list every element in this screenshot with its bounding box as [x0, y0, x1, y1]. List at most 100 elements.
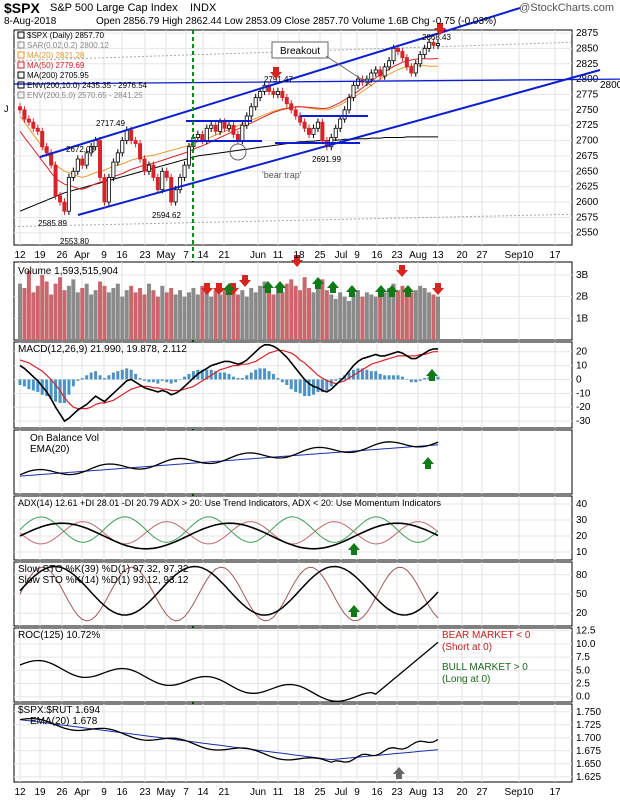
- macd-histogram-bar: [320, 379, 324, 392]
- macd-histogram-bar: [76, 379, 80, 381]
- bottom-x-tick-label: 12: [14, 787, 26, 798]
- bear-trap-label: 'bear trap': [262, 170, 302, 180]
- macd-green-arrow: [426, 369, 438, 381]
- price-y-tick: 2575: [576, 212, 599, 223]
- macd-histogram-bar: [205, 369, 209, 380]
- macd-histogram-bar: [396, 375, 400, 380]
- candle-body: [347, 97, 352, 111]
- macd-line: [19, 343, 438, 423]
- macd-histogram-bar: [271, 373, 275, 380]
- volume-bar: [240, 290, 245, 340]
- candle-body: [120, 140, 125, 154]
- volume-bar: [298, 290, 303, 340]
- macd-histogram-bar: [374, 371, 378, 380]
- price-y-tick: 2750: [576, 105, 599, 116]
- macd-histogram-bar: [214, 371, 218, 380]
- volume-bar: [40, 275, 45, 340]
- bottom-x-tick-label: 16: [371, 787, 383, 798]
- volume-bar: [320, 279, 325, 340]
- volume-bar: [395, 290, 400, 340]
- macd-histogram-bar: [183, 376, 187, 380]
- candle-body: [22, 109, 27, 120]
- volume-bar: [53, 283, 58, 340]
- price-x-tick-label: 12: [14, 250, 26, 261]
- macd-histogram-bar: [378, 373, 382, 380]
- ratio-line: [19, 717, 439, 763]
- price-x-tick-label: 16: [371, 250, 383, 261]
- macd-histogram-bar: [360, 368, 364, 380]
- macd-histogram-bar: [134, 373, 138, 380]
- macd-histogram-bar: [45, 379, 49, 397]
- price-y-tick: 2675: [576, 151, 599, 162]
- candle-body: [307, 127, 312, 135]
- obv-line: [19, 441, 439, 476]
- ratio-gray-arrow: [393, 767, 405, 779]
- roc-title: ROC(125) 10.72%: [18, 630, 100, 641]
- date: 8-Aug-2018: [4, 16, 57, 27]
- macd-histogram-bar: [414, 379, 418, 383]
- volume-bar: [49, 294, 54, 340]
- macd-histogram-bar: [22, 379, 26, 387]
- volume-bar: [218, 294, 223, 340]
- macd-histogram-bar: [120, 369, 124, 380]
- price-x-tick-label: Apr: [74, 250, 90, 261]
- price-x-tick-label: 7: [183, 250, 189, 261]
- volume-bar: [275, 288, 280, 340]
- price-x-tick-label: 11: [273, 250, 284, 261]
- volume-bar: [102, 285, 107, 340]
- price-label-2585: 2585.89: [38, 219, 67, 228]
- volume-bar: [355, 290, 360, 340]
- volume-bar: [31, 292, 36, 340]
- macd-histogram-bar: [85, 375, 89, 380]
- candle-body: [355, 78, 360, 86]
- macd-histogram-bar: [116, 371, 120, 380]
- price-x-tick-label: 16: [116, 250, 128, 261]
- volume-bar: [182, 296, 187, 340]
- bear-trap-circle: [229, 143, 247, 161]
- ratio-legend-ema: EMA(20) 1.678: [30, 716, 98, 727]
- candle-body: [320, 121, 325, 141]
- volume-bar: [369, 294, 374, 340]
- stoch-y-tick: 20: [576, 608, 588, 619]
- macd-y-tick: -20: [576, 402, 591, 413]
- volume-bar: [329, 294, 334, 340]
- macd-histogram-bar: [423, 378, 427, 380]
- price-x-tick-label: 19: [34, 250, 46, 261]
- macd-histogram-bar: [80, 378, 84, 380]
- candle-body: [35, 127, 40, 132]
- volume-bar: [427, 292, 432, 340]
- legend-swatch: [17, 81, 25, 89]
- roc-line: [19, 641, 439, 702]
- minus-di-line: [19, 521, 439, 545]
- roc-y-tick: 0.0: [576, 692, 590, 703]
- volume-bar: [142, 294, 147, 340]
- adx-y-tick: 20: [576, 531, 588, 542]
- price-x-tick-label: 13: [432, 250, 444, 261]
- price-label-2553: 2553.80: [60, 237, 89, 246]
- volume-bar: [98, 281, 103, 340]
- env-lower: [13, 213, 573, 228]
- roc-bull-label: BULL MARKET > 0: [442, 662, 528, 673]
- volume-bar: [26, 270, 31, 340]
- volume-bar: [151, 290, 156, 340]
- price-y-tick: 2700: [576, 136, 599, 147]
- macd-histogram-bar: [409, 379, 413, 383]
- price-legend-entry: MA(20) 2821.28: [27, 51, 85, 60]
- bottom-x-tick-label: 27: [476, 787, 488, 798]
- price-x-tick-label: 18: [293, 250, 305, 261]
- breakout-pointer: [325, 55, 373, 87]
- candle-body: [178, 177, 183, 191]
- macd-histogram-bar: [276, 378, 280, 380]
- bottom-x-tick-label: 11: [273, 787, 284, 798]
- volume-bar: [84, 283, 89, 340]
- volume-bar: [75, 292, 80, 340]
- bottom-x-tick-label: 19: [34, 787, 46, 798]
- obv-title: On Balance Vol: [30, 433, 99, 444]
- volume-bar: [293, 285, 298, 340]
- candle-body: [235, 134, 240, 141]
- bottom-x-tick-label: 18: [293, 787, 305, 798]
- price-x-tick-label: 14: [197, 250, 209, 261]
- candle-body: [146, 164, 151, 172]
- candle-body: [115, 152, 120, 163]
- price-y-tick: 2875: [576, 28, 599, 39]
